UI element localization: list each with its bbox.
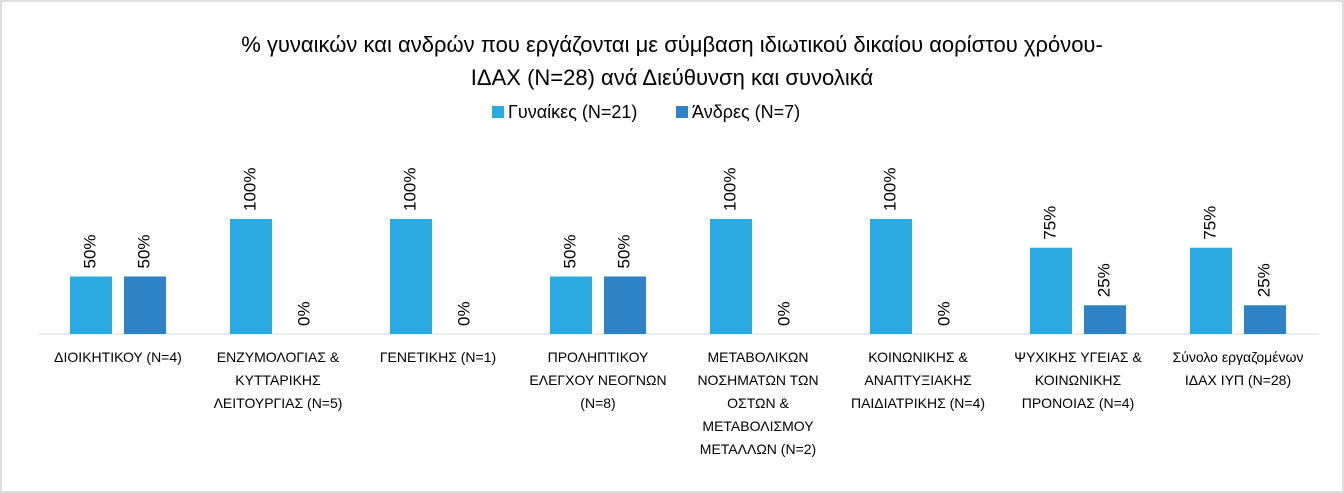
data-label: 0% xyxy=(774,301,793,326)
bar xyxy=(230,219,272,334)
bar xyxy=(710,219,752,334)
bar xyxy=(870,219,912,334)
legend-label: Άνδρες (Ν=7) xyxy=(692,102,800,122)
data-label: 0% xyxy=(294,301,313,326)
data-label: 25% xyxy=(1094,263,1113,297)
data-label: 75% xyxy=(1200,206,1219,240)
data-label: 0% xyxy=(934,301,953,326)
bar xyxy=(1084,305,1126,334)
x-tick-label: Σύνολο εργαζομένων ΙΔΑΧ ΙΥΠ (Ν=28) xyxy=(1172,349,1304,388)
data-label: 100% xyxy=(240,168,259,211)
x-tick-label: ΕΝΖΥΜΟΛΟΓΙΑΣ & ΚΥΤΤΑΡΙΚΗΣ ΛΕΙΤΟΥΡΓΙΑΣ (Ν… xyxy=(213,349,343,411)
x-tick-label: ΨΥΧΙΚΗΣ ΥΓΕΙΑΣ & ΚΟΙΝΩΝΙΚΗΣ ΠΡΟΝΟΙΑΣ (Ν=… xyxy=(1014,349,1142,411)
data-label: 75% xyxy=(1040,206,1059,240)
bar xyxy=(70,276,112,334)
bar xyxy=(390,219,432,334)
legend-label: Γυναίκες (Ν=21) xyxy=(508,102,637,122)
data-label: 100% xyxy=(400,168,419,211)
x-tick-label: ΚΟΙΝΩΝΙΚΗΣ & ΑΝΑΠΤΥΞΙΑΚΗΣ ΠΑΙΔΙΑΤΡΙΚΗΣ (… xyxy=(850,349,986,411)
legend-swatch xyxy=(492,106,504,118)
data-label: 25% xyxy=(1254,263,1273,297)
legend-swatch xyxy=(676,106,688,118)
chart-title: % γυναικών και ανδρών που εργάζονται με … xyxy=(241,32,1103,57)
bar xyxy=(1030,247,1072,334)
x-tick-label: ΠΡΟΛΗΠΤΙΚΟΥ ΕΛΕΓΧΟΥ ΝΕΟΓΝΩΝ (Ν=8) xyxy=(529,349,667,411)
bar xyxy=(124,276,166,334)
x-tick-label: ΔΙΟΙΚΗΤΙΚΟΥ (Ν=4) xyxy=(54,349,182,365)
bar xyxy=(604,276,646,334)
x-tick-label: ΜΕΤΑΒΟΛΙΚΩΝ ΝΟΣΗΜΑΤΩΝ ΤΩΝ ΟΣΤΩΝ & ΜΕΤΑΒΟ… xyxy=(697,349,819,457)
data-label: 50% xyxy=(80,234,99,268)
chart-title: ΙΔΑΧ (Ν=28) ανά Διεύθυνση και συνολικά xyxy=(471,65,874,90)
data-label: 100% xyxy=(720,168,739,211)
data-label: 50% xyxy=(614,234,633,268)
x-tick-label: ΓΕΝΕΤΙΚΗΣ (Ν=1) xyxy=(379,349,497,365)
bar xyxy=(1244,305,1286,334)
data-label: 50% xyxy=(560,234,579,268)
bar xyxy=(550,276,592,334)
data-label: 0% xyxy=(454,301,473,326)
bar xyxy=(1190,247,1232,334)
data-label: 50% xyxy=(134,234,153,268)
data-label: 100% xyxy=(880,168,899,211)
